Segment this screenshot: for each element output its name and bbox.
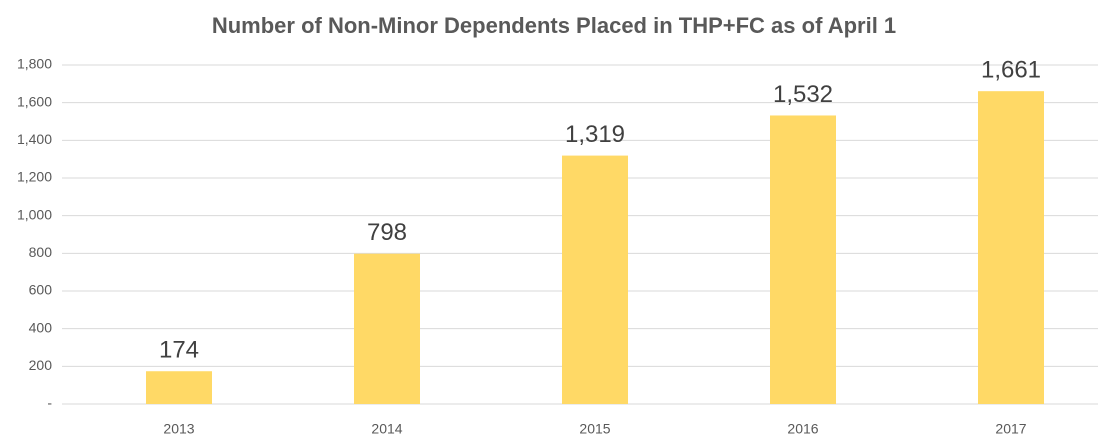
x-tick-label: 2015 (579, 421, 610, 437)
data-label: 1,532 (773, 81, 833, 108)
data-label: 174 (159, 337, 199, 364)
bar (978, 91, 1044, 404)
y-tick-label: 1,200 (17, 169, 52, 185)
y-tick-label: 200 (29, 357, 53, 373)
y-tick-label: 1,800 (17, 56, 52, 72)
y-tick-label: 800 (29, 244, 53, 260)
data-label: 798 (367, 219, 407, 246)
y-tick-label: 600 (29, 282, 53, 298)
y-tick-label: 1,400 (17, 131, 52, 147)
bar (562, 155, 628, 404)
x-tick-label: 2014 (371, 421, 402, 437)
x-tick-label: 2017 (995, 421, 1026, 437)
chart-title: Number of Non-Minor Dependents Placed in… (212, 13, 896, 38)
y-tick-label: - (47, 395, 52, 411)
bar (354, 253, 420, 404)
bar (146, 371, 212, 404)
y-tick-label: 1,600 (17, 93, 52, 109)
y-tick-label: 1,000 (17, 206, 52, 222)
x-tick-label: 2016 (787, 421, 818, 437)
y-tick-label: 400 (29, 319, 53, 335)
bar (770, 115, 836, 405)
data-label: 1,319 (565, 121, 625, 148)
data-label: 1,661 (981, 57, 1041, 84)
x-tick-label: 2013 (163, 421, 194, 437)
